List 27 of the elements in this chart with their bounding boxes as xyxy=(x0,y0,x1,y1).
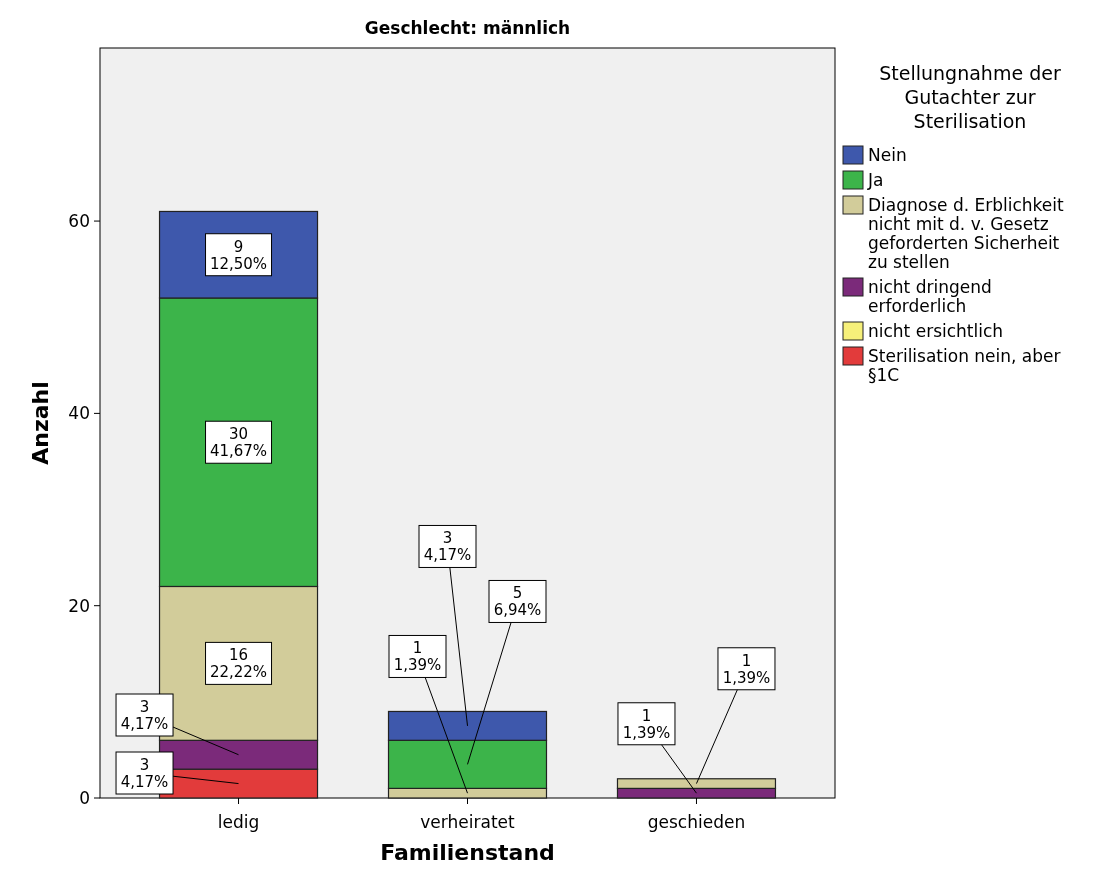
y-tick-label: 60 xyxy=(68,211,90,232)
legend-label: nicht dringend erforderlich xyxy=(868,277,992,316)
data-label: 5 6,94% xyxy=(493,584,542,620)
x-tick-label: geschieden xyxy=(647,812,746,832)
y-tick-label: 0 xyxy=(79,788,90,808)
y-axis-title: Anzahl xyxy=(28,381,53,465)
x-tick-label: ledig xyxy=(217,812,260,832)
y-tick-label: 20 xyxy=(68,595,90,616)
data-label: 16 22,22% xyxy=(209,646,268,682)
legend-label: nicht ersichtlich xyxy=(868,321,1004,341)
legend-label: Ja xyxy=(867,170,884,190)
y-tick-label: 40 xyxy=(68,403,90,424)
legend-title: Stellungnahme der Gutachter zur Sterilisation xyxy=(879,62,1061,132)
data-label: 1 1,39% xyxy=(622,706,671,742)
legend-label: Nein xyxy=(868,145,907,165)
legend-label: Sterilisation nein, aber §1C xyxy=(868,346,1061,385)
data-label: 1 1,39% xyxy=(722,651,771,687)
x-axis-title: Familienstand xyxy=(380,840,555,865)
data-label: 9 12,50% xyxy=(209,237,268,273)
legend-label: Diagnose d. Erblichkeit nicht mit d. v. Gesetz geforderten Sicherheit zu stellen xyxy=(868,195,1065,272)
data-label: 30 41,67% xyxy=(209,425,268,461)
data-label: 3 4,17% xyxy=(120,698,169,733)
data-label: 3 4,17% xyxy=(120,756,169,791)
x-tick-label: verheiratet xyxy=(420,812,516,832)
data-label: 1 1,39% xyxy=(393,639,442,675)
data-label: 3 4,17% xyxy=(423,529,472,565)
chart-title: Geschlecht: männlich xyxy=(364,18,571,38)
